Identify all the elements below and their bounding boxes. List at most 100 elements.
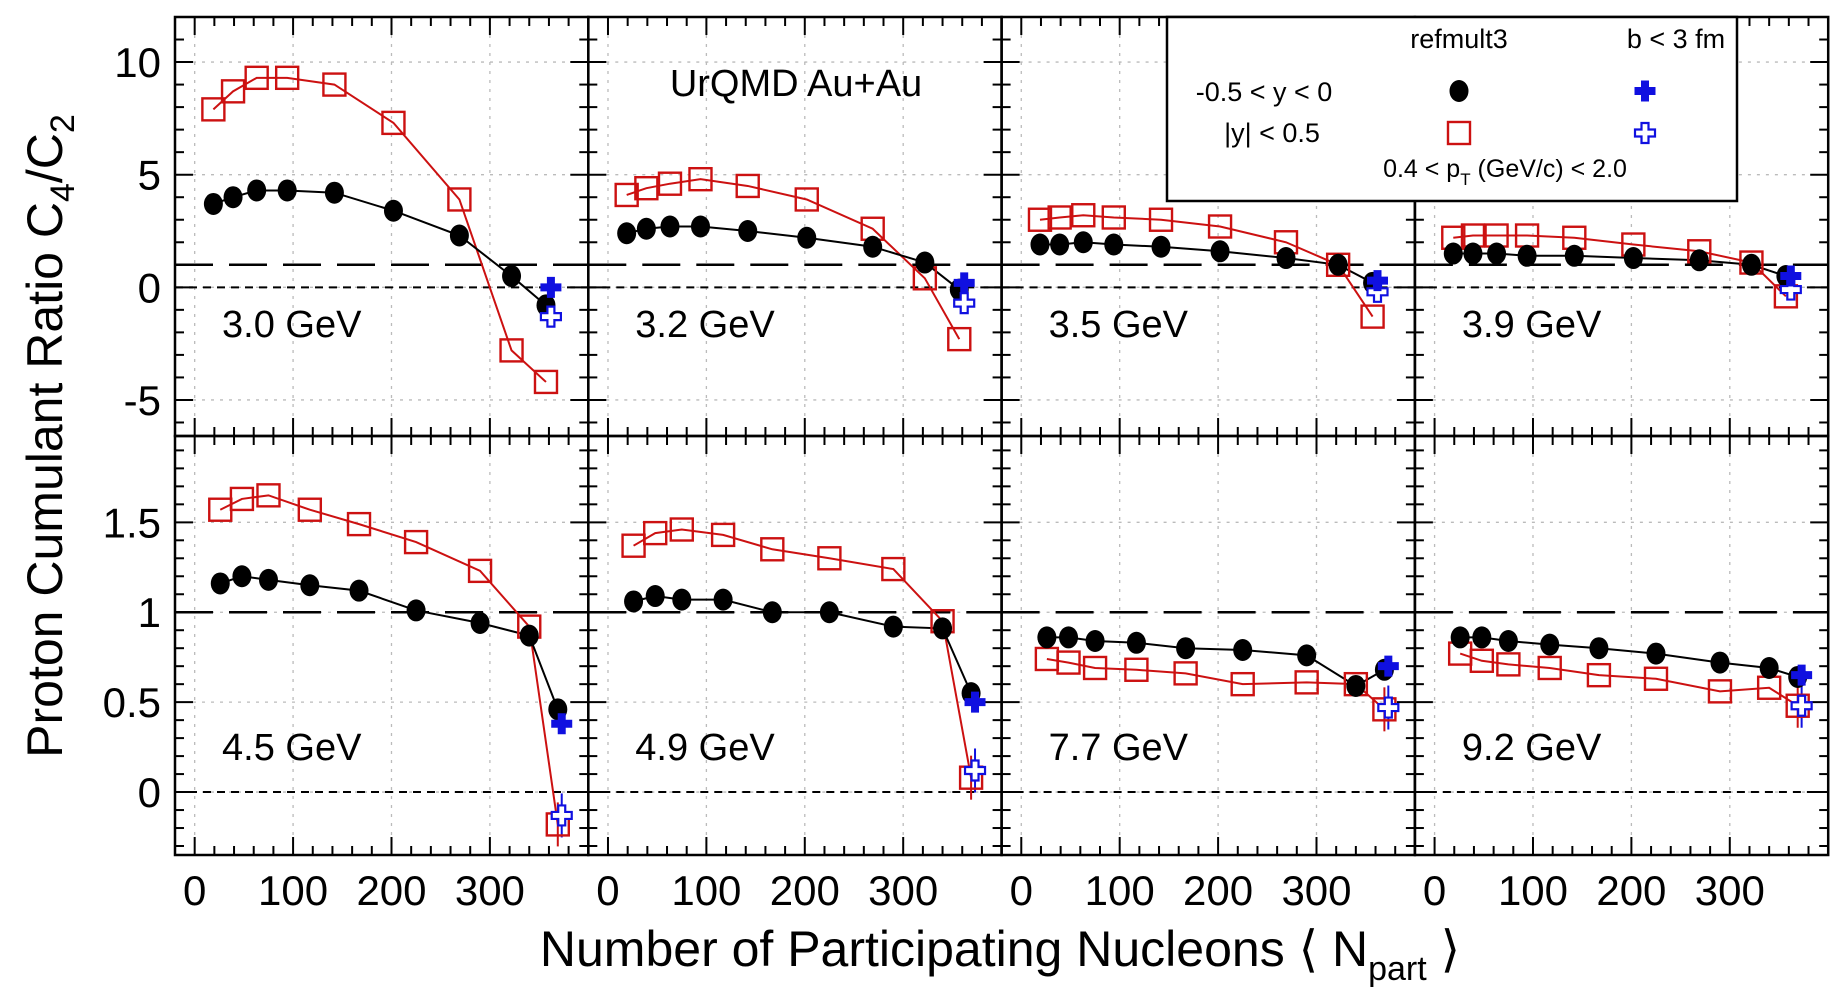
energy-label: 3.2 GeV [635, 304, 775, 346]
point-rapidity-refmult3 [672, 588, 692, 611]
point-rapidity-refmult3 [933, 617, 953, 640]
legend-col-refmult3: refmult3 [1410, 24, 1508, 54]
point-rapidity-refmult3 [258, 568, 278, 591]
point-absy-refmult3 [1082, 655, 1108, 681]
point-rapidity-b3fm [1780, 265, 1802, 287]
point-rapidity-refmult3 [470, 612, 490, 635]
point-rapidity-refmult3 [1623, 247, 1643, 270]
x-tick-label: 300 [455, 867, 525, 914]
energy-label: 3.9 GeV [1462, 304, 1602, 346]
line-absy-refmult3 [219, 494, 559, 825]
point-absy-refmult3 [274, 65, 300, 91]
line-absy-refmult3 [626, 178, 961, 340]
point-absy-refmult3 [467, 558, 493, 584]
point-rapidity-refmult3 [636, 217, 656, 240]
point-rapidity-refmult3 [863, 235, 883, 258]
point-rapidity-refmult3 [1487, 242, 1507, 265]
x-tick-label: 100 [1085, 867, 1155, 914]
point-rapidity-refmult3 [232, 565, 252, 588]
line-rapidity-refmult3 [219, 575, 559, 710]
point-absy-refmult3 [1496, 652, 1521, 677]
x-tick-label: 200 [770, 867, 840, 914]
point-rapidity-refmult3 [1210, 240, 1230, 263]
x-tick-label: 0 [1423, 867, 1446, 914]
line-absy-refmult3 [1459, 652, 1799, 707]
legend-marker-black-dot [1449, 80, 1469, 102]
point-absy-refmult3 [1707, 679, 1733, 704]
y-tick-label: 0 [138, 769, 161, 816]
point-rapidity-refmult3 [1646, 642, 1666, 665]
energy-label: 3.0 GeV [222, 304, 362, 346]
y-axis-title: Proton Cumulant Ratio C4/C2 [17, 114, 82, 758]
point-rapidity-refmult3 [1151, 235, 1171, 258]
point-absy-refmult3 [447, 187, 472, 212]
point-rapidity-refmult3 [1472, 626, 1492, 649]
point-rapidity-refmult3 [1589, 637, 1609, 660]
y-tick-label: 1.5 [103, 499, 161, 546]
point-absy-b3fm [1377, 696, 1400, 719]
x-tick-label: 200 [1596, 867, 1666, 914]
panel-3-2-gev: 3.2 GeV [587, 15, 1003, 438]
point-rapidity-refmult3 [690, 215, 710, 238]
x-tick-label: 100 [258, 867, 328, 914]
point-rapidity-refmult3 [383, 199, 403, 222]
legend-marker-blue-filled-plus [1634, 80, 1656, 102]
point-rapidity-refmult3 [1176, 637, 1196, 660]
point-absy-b3fm [1790, 694, 1813, 717]
panel-9-2-gev: 0 100 200 300 9.2 GeV [1413, 434, 1830, 914]
point-absy-refmult3 [1360, 304, 1385, 329]
point-absy-refmult3 [1027, 207, 1053, 232]
point-rapidity-refmult3 [1564, 244, 1584, 267]
point-rapidity-b3fm [540, 276, 562, 298]
annotation-urqmd: UrQMD Au+Au [670, 63, 922, 105]
point-rapidity-b3fm [551, 713, 573, 735]
point-rapidity-refmult3 [449, 224, 469, 247]
legend-box [1165, 15, 1739, 203]
point-absy-refmult3 [1173, 661, 1198, 686]
point-rapidity-refmult3 [1073, 231, 1093, 254]
line-absy-refmult3 [1046, 658, 1386, 711]
point-rapidity-refmult3 [1443, 242, 1463, 265]
line-absy-refmult3 [1039, 214, 1374, 318]
point-absy-refmult3 [1294, 670, 1319, 695]
point-absy-refmult3 [669, 517, 694, 542]
legend-col-b3fm: b < 3 fm [1627, 24, 1725, 54]
point-absy-refmult3 [201, 97, 226, 122]
point-absy-refmult3 [322, 72, 347, 97]
point-rapidity-refmult3 [1741, 253, 1761, 276]
point-absy-refmult3 [1071, 203, 1096, 228]
point-absy-refmult3 [735, 173, 760, 199]
point-rapidity-refmult3 [1450, 626, 1470, 649]
energy-label: 4.5 GeV [222, 727, 362, 769]
point-absy-refmult3 [947, 326, 972, 352]
point-rapidity-refmult3 [1463, 242, 1483, 265]
x-tick-label: 200 [356, 867, 426, 914]
panel-frame [1413, 434, 1830, 857]
point-absy-refmult3 [634, 176, 659, 201]
point-absy-refmult3 [614, 182, 639, 208]
point-absy-b3fm [550, 804, 573, 827]
point-absy-refmult3 [1537, 655, 1562, 681]
point-absy-b3fm [539, 305, 563, 328]
point-rapidity-refmult3 [210, 572, 230, 595]
line-absy-refmult3 [633, 528, 973, 778]
point-rapidity-refmult3 [645, 585, 665, 608]
legend-row-absy: |y| < 0.5 [1224, 118, 1320, 148]
point-rapidity-refmult3 [1104, 233, 1124, 256]
point-rapidity-refmult3 [1517, 244, 1537, 267]
y-tick-label: 0 [138, 264, 161, 311]
y-tick-label: 0.5 [103, 679, 161, 726]
point-rapidity-refmult3 [1233, 638, 1253, 661]
point-rapidity-refmult3 [713, 588, 733, 611]
x-tick-label: 300 [868, 867, 938, 914]
point-absy-refmult3 [346, 511, 372, 537]
point-rapidity-refmult3 [300, 574, 320, 597]
y-tick-label: 5 [138, 152, 161, 199]
point-rapidity-b3fm [1377, 655, 1399, 677]
point-absy-refmult3 [1148, 207, 1174, 232]
point-absy-refmult3 [1207, 214, 1233, 239]
point-absy-refmult3 [533, 369, 559, 395]
x-tick-label: 300 [1695, 867, 1765, 914]
point-rapidity-refmult3 [762, 601, 782, 624]
point-absy-refmult3 [1230, 671, 1255, 697]
